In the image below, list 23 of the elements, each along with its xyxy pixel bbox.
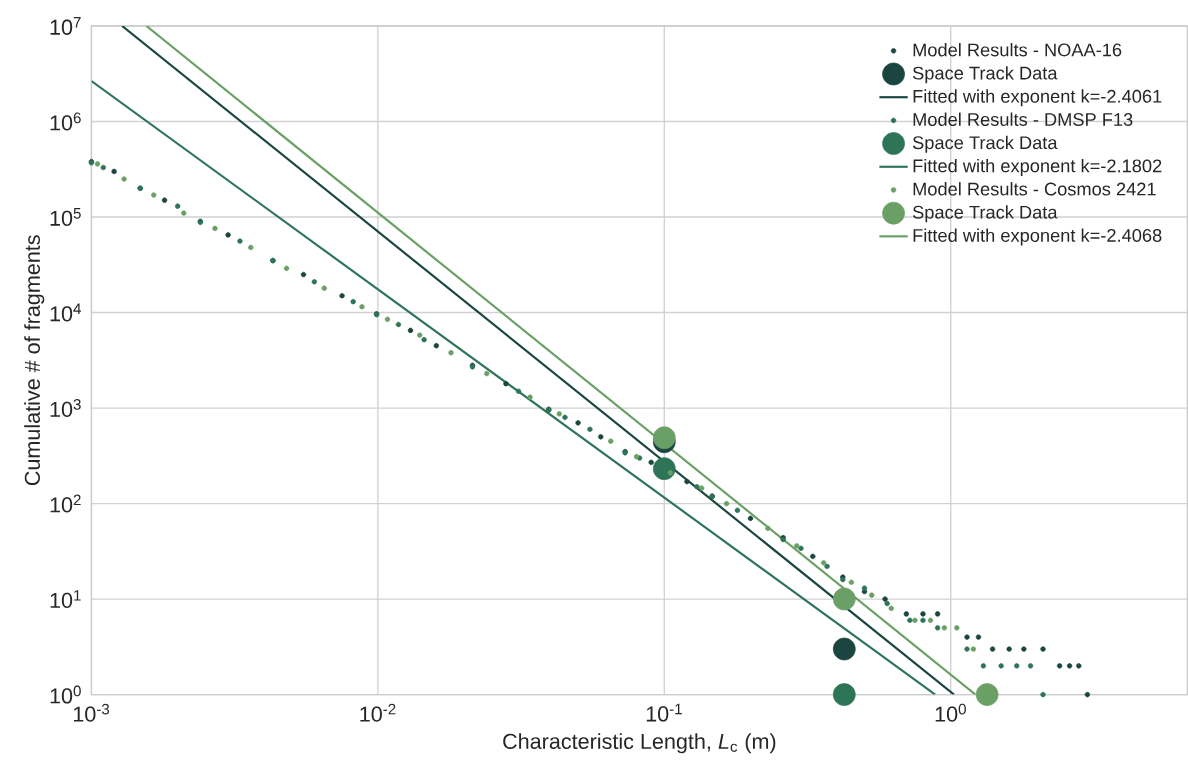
legend-label: Space Track Data xyxy=(912,66,1058,84)
y-tick-label: 10$^{6}$ xyxy=(50,112,81,131)
legend-label: Fitted with exponent k=-2.4061 xyxy=(913,89,1162,107)
legend-label: Model Results - Cosmos 2421 xyxy=(913,182,1156,196)
x-axis-title: Characteristic Length, L$_{c}$ (m) xyxy=(503,733,776,754)
y-tick-label: 10$^{3}$ xyxy=(50,399,81,418)
legend-label: Space Track Data xyxy=(912,135,1058,153)
y-tick-label: 10$^{1}$ xyxy=(50,590,81,609)
x-tick-label: 10$^{0}$ xyxy=(935,704,966,722)
x-tick-label: 10$^{-1}$ xyxy=(646,704,682,722)
x-tick-label: 10$^{-3}$ xyxy=(73,704,110,722)
legend-label: Fitted with exponent k=-2.4068 xyxy=(913,228,1162,246)
legend-label: Model Results - DMSP F13 xyxy=(913,112,1133,127)
y-tick-label: 10$^{7}$ xyxy=(50,17,81,36)
x-tick-label: 10$^{-2}$ xyxy=(360,704,396,722)
legend-label: Model Results - NOAA-16 xyxy=(913,43,1122,57)
y-tick-label: 10$^{2}$ xyxy=(50,494,81,513)
y-axis-title: Cumulative # of fragments xyxy=(24,235,45,486)
y-tick-label: 10$^{4}$ xyxy=(50,303,81,322)
y-tick-label: 10$^{0}$ xyxy=(50,685,81,704)
legend-label: Space Track Data xyxy=(912,205,1058,223)
y-tick-label: 10$^{5}$ xyxy=(50,208,81,227)
legend-label: Fitted with exponent k=-2.1802 xyxy=(913,159,1162,177)
